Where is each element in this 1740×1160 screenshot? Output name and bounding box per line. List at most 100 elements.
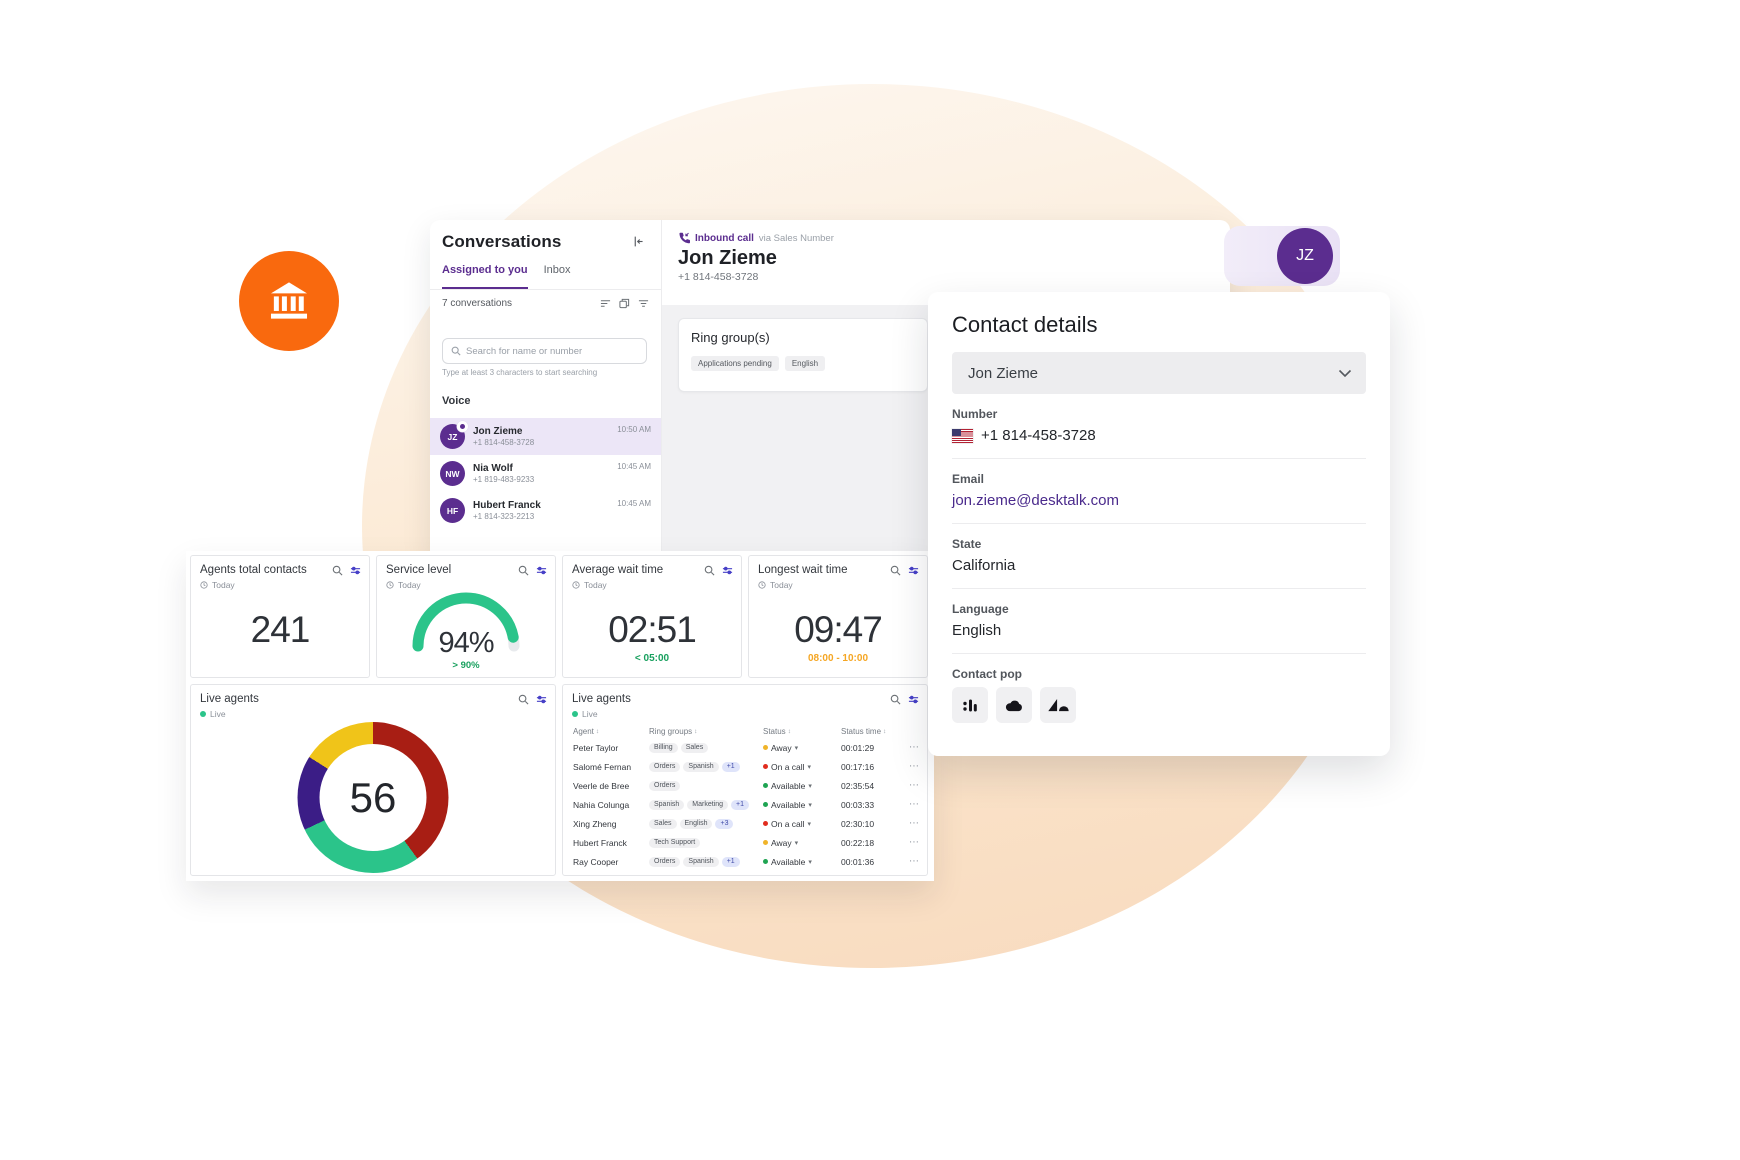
metric-value: 09:47 [794, 609, 883, 650]
contact-pop-button-1[interactable] [952, 687, 988, 723]
contact-avatar: JZ [440, 421, 468, 449]
conversations-title: Conversations [442, 232, 562, 251]
agent-status-select[interactable]: Away ▾ [763, 838, 841, 848]
compare-icon[interactable] [722, 565, 733, 576]
tab-assigned-to-you[interactable]: Assigned to you [442, 264, 528, 289]
ring-group-chip: Orders [649, 761, 681, 772]
zoom-icon[interactable] [704, 565, 715, 576]
zoom-icon[interactable] [890, 694, 901, 705]
conversation-item[interactable]: JZ Jon Zieme +1 814-458-3728 10:50 AM [430, 418, 661, 455]
metric-target: 08:00 - 10:00 [807, 653, 869, 664]
clock-icon [572, 581, 580, 589]
conversations-panel: Conversations Assigned to you Inbox 7 co… [430, 220, 662, 561]
row-menu-button[interactable]: ⋯ [909, 818, 919, 829]
column-header[interactable]: Ring groups ↕ [649, 727, 763, 736]
row-menu-button[interactable]: ⋯ [909, 837, 919, 848]
search-hint: Type at least 3 characters to start sear… [442, 368, 598, 377]
agent-status-select[interactable]: On a call ▾ [763, 819, 841, 829]
agent-status-select[interactable]: On a call ▾ [763, 762, 841, 772]
status-dot-icon [763, 764, 768, 769]
contact-select-value: Jon Zieme [968, 364, 1039, 382]
bank-icon [266, 278, 312, 324]
column-header[interactable]: Status ↕ [763, 727, 841, 736]
contact-pop-button-3[interactable] [1040, 687, 1076, 723]
conversation-item[interactable]: HF Hubert Franck +1 814-323-2213 10:45 AM [430, 492, 661, 529]
contact-pop-field: Contact pop [952, 654, 1366, 737]
compare-icon[interactable] [536, 694, 547, 705]
agent-status-time: 02:35:54 [841, 780, 875, 791]
row-menu-button[interactable]: ⋯ [909, 799, 919, 810]
row-menu-button[interactable]: ⋯ [909, 856, 919, 867]
column-header[interactable]: Status time ↕ [841, 727, 903, 736]
contact-pop-button-2[interactable] [996, 687, 1032, 723]
agent-status-select[interactable]: Away ▾ [763, 743, 841, 753]
card-period-label: Today [770, 580, 793, 590]
live-dot-icon [572, 711, 578, 717]
ring-groups-title: Ring group(s) [691, 330, 770, 345]
table-header-row: Agent ↕ Ring groups ↕ Status ↕ Status time ↕ [573, 725, 921, 738]
filter-icon[interactable] [638, 298, 649, 309]
tab-inbox[interactable]: Inbox [543, 264, 571, 276]
agent-name: Salomé Fernan [573, 761, 632, 772]
ring-group-chip: Orders [649, 780, 681, 791]
card-title: Longest wait time [758, 564, 848, 576]
us-flag-icon [952, 428, 973, 443]
number-label: Number [952, 407, 998, 421]
card-agents-total-contacts: Agents total contacts Today 241 [190, 555, 370, 678]
zendesk-logo-icon [1047, 698, 1069, 712]
collapse-panel-icon[interactable] [632, 235, 645, 248]
zoom-icon[interactable] [518, 565, 529, 576]
zoom-icon[interactable] [518, 694, 529, 705]
ring-group-chip: Orders [649, 856, 681, 867]
search-input[interactable] [466, 345, 638, 357]
service-level-gauge [412, 592, 520, 652]
agent-row: Peter Taylor Billing Sales Away ▾ 00:01:29 ⋯ [573, 738, 921, 757]
compare-icon[interactable] [908, 565, 919, 576]
compare-icon[interactable] [350, 565, 361, 576]
compare-icon[interactable] [536, 565, 547, 576]
agent-name: Nahia Colunga [573, 799, 630, 810]
agent-status-select[interactable]: Available ▾ [763, 800, 841, 810]
metric-target: < 05:00 [634, 653, 670, 664]
donut-total: 56 [349, 773, 397, 821]
row-menu-button[interactable]: ⋯ [909, 761, 919, 772]
ring-group-more-chip: +1 [721, 761, 740, 772]
agent-ring-groups: Tech Support [649, 837, 763, 848]
duplicate-view-icon[interactable] [619, 298, 630, 309]
ring-group-chip: Billing [649, 742, 678, 753]
row-menu-button[interactable]: ⋯ [909, 742, 919, 753]
zoom-icon[interactable] [332, 565, 343, 576]
contact-details-title: Contact details [952, 312, 1098, 337]
sort-list-icon[interactable] [600, 298, 611, 309]
ring-group-chip: English [679, 818, 713, 829]
ring-group-more-chip: +3 [715, 818, 734, 829]
contact-state-field: State California [952, 524, 1366, 589]
column-label: Status time [841, 727, 882, 736]
sort-icon: ↕ [694, 728, 698, 735]
agent-row: Ray Cooper Orders Spanish +1 Available ▾ 00:01… [573, 852, 921, 871]
agent-row: Hubert Franck Tech Support Away ▾ 00:22:18 ⋯ [573, 833, 921, 852]
zoom-icon[interactable] [890, 565, 901, 576]
language-label: Language [952, 602, 1009, 616]
contact-select[interactable]: Jon Zieme [952, 352, 1366, 394]
email-value-link[interactable]: jon.zieme@desktalk.com [952, 492, 1119, 509]
status-dot-icon [763, 802, 768, 807]
live-agents-table: Agent ↕ Ring groups ↕ Status ↕ Status time ↕ Pe… [573, 725, 921, 871]
chevron-down-icon: ▾ [807, 763, 812, 771]
language-value: English [952, 622, 1002, 639]
chevron-down-icon: ▾ [794, 744, 799, 752]
metric-target: > 90% [452, 660, 480, 671]
conversation-time: 10:45 AM [617, 462, 651, 471]
conversation-item[interactable]: NW Nia Wolf +1 819-483-9233 10:45 AM [430, 455, 661, 492]
caller-name: Jon Zieme [678, 247, 777, 269]
metric-value: 241 [250, 609, 311, 650]
agent-row: Nahia Colunga Spanish Marketing +1 Available… [573, 795, 921, 814]
row-menu-button[interactable]: ⋯ [909, 780, 919, 791]
user-avatar[interactable]: JZ [1277, 228, 1333, 284]
column-header[interactable]: Agent ↕ [573, 727, 649, 736]
status-label: Away [771, 837, 792, 848]
card-period-label: Live [582, 709, 598, 719]
agent-status-select[interactable]: Available ▾ [763, 857, 841, 867]
compare-icon[interactable] [908, 694, 919, 705]
agent-status-select[interactable]: Available ▾ [763, 781, 841, 791]
